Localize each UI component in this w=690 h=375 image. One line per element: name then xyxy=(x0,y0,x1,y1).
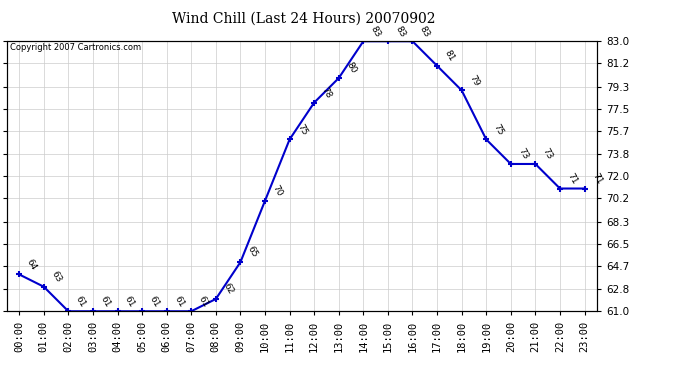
Text: 62: 62 xyxy=(221,282,235,296)
Text: 64: 64 xyxy=(25,257,38,272)
Text: 81: 81 xyxy=(442,48,456,63)
Text: 75: 75 xyxy=(295,122,308,136)
Text: 70: 70 xyxy=(270,183,284,198)
Text: 83: 83 xyxy=(369,24,382,39)
Text: 63: 63 xyxy=(49,270,63,284)
Text: 61: 61 xyxy=(197,294,210,309)
Text: 75: 75 xyxy=(492,122,505,136)
Text: 61: 61 xyxy=(123,294,137,309)
Text: 73: 73 xyxy=(516,147,530,161)
Text: Wind Chill (Last 24 Hours) 20070902: Wind Chill (Last 24 Hours) 20070902 xyxy=(172,11,435,25)
Text: 83: 83 xyxy=(418,24,431,39)
Text: 61: 61 xyxy=(148,294,161,309)
Text: 65: 65 xyxy=(246,245,259,260)
Text: 83: 83 xyxy=(393,24,407,39)
Text: 61: 61 xyxy=(99,294,112,309)
Text: 78: 78 xyxy=(319,86,333,100)
Text: 71: 71 xyxy=(566,171,579,186)
Text: 73: 73 xyxy=(541,147,555,161)
Text: 61: 61 xyxy=(74,294,88,309)
Text: 71: 71 xyxy=(590,171,604,186)
Text: 79: 79 xyxy=(467,73,481,88)
Text: Copyright 2007 Cartronics.com: Copyright 2007 Cartronics.com xyxy=(10,43,141,52)
Text: 80: 80 xyxy=(344,61,358,75)
Text: 61: 61 xyxy=(172,294,186,309)
